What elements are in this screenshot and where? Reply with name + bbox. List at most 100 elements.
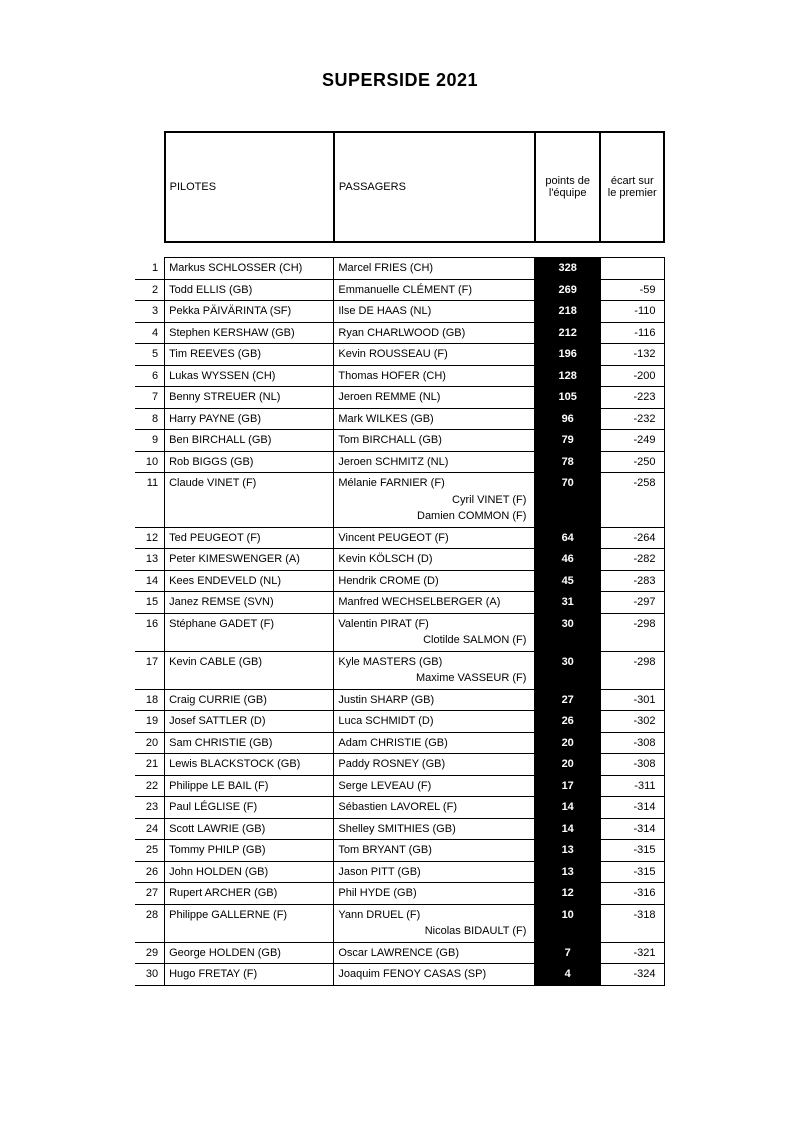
- points-cell: 46: [535, 549, 601, 571]
- points-cell: 96: [535, 408, 601, 430]
- rank-cell: 29: [135, 942, 165, 964]
- passenger-cell: Yann DRUEL (F)Nicolas BIDAULT (F): [334, 904, 535, 942]
- table-row: 14Kees ENDEVELD (NL)Hendrik CROME (D)45-…: [135, 570, 664, 592]
- pilot-cell: George HOLDEN (GB): [165, 942, 334, 964]
- rank-cell: 4: [135, 322, 165, 344]
- passenger-name: Kyle MASTERS (GB): [338, 654, 530, 671]
- points-cell: 64: [535, 527, 601, 549]
- passenger-name: Kevin KÖLSCH (D): [338, 551, 530, 568]
- pilot-cell: Hugo FRETAY (F): [165, 964, 334, 986]
- gap-cell: -297: [600, 592, 664, 614]
- gap-cell: -314: [600, 818, 664, 840]
- rank-cell: 1: [135, 258, 165, 280]
- passenger-name: Vincent PEUGEOT (F): [338, 530, 530, 547]
- gap-cell: -311: [600, 775, 664, 797]
- passenger-cell: Manfred WECHSELBERGER (A): [334, 592, 535, 614]
- passenger-name: Manfred WECHSELBERGER (A): [338, 594, 530, 611]
- rank-cell: 6: [135, 365, 165, 387]
- passenger-name: Yann DRUEL (F): [338, 907, 530, 924]
- passenger-cell: Vincent PEUGEOT (F): [334, 527, 535, 549]
- gap-cell: -315: [600, 861, 664, 883]
- pilot-cell: Peter KIMESWENGER (A): [165, 549, 334, 571]
- gap-cell: -282: [600, 549, 664, 571]
- pilot-cell: Ben BIRCHALL (GB): [165, 430, 334, 452]
- passenger-cell: Oscar LAWRENCE (GB): [334, 942, 535, 964]
- gap-cell: -250: [600, 451, 664, 473]
- passenger-name: Emmanuelle CLÉMENT (F): [338, 282, 530, 299]
- gap-cell: -316: [600, 883, 664, 905]
- pilot-cell: Tommy PHILP (GB): [165, 840, 334, 862]
- rank-cell: 5: [135, 344, 165, 366]
- gap-cell: -223: [600, 387, 664, 409]
- pilot-cell: Todd ELLIS (GB): [165, 279, 334, 301]
- pilot-cell: Ted PEUGEOT (F): [165, 527, 334, 549]
- gap-cell: -308: [600, 754, 664, 776]
- pilot-cell: Scott LAWRIE (GB): [165, 818, 334, 840]
- passenger-cell: Thomas HOFER (CH): [334, 365, 535, 387]
- gap-cell: -298: [600, 613, 664, 651]
- rank-cell: 7: [135, 387, 165, 409]
- table-row: 8Harry PAYNE (GB)Mark WILKES (GB)96-232: [135, 408, 664, 430]
- passenger-name: Sébastien LAVOREL (F): [338, 799, 530, 816]
- passenger-cell: Mélanie FARNIER (F)Cyril VINET (F)Damien…: [334, 473, 535, 528]
- passenger-cell: Ilse DE HAAS (NL): [334, 301, 535, 323]
- points-cell: 13: [535, 840, 601, 862]
- gap-cell: -258: [600, 473, 664, 528]
- passenger-cell: Marcel FRIES (CH): [334, 258, 535, 280]
- passenger-name: Adam CHRISTIE (GB): [338, 735, 530, 752]
- points-cell: 30: [535, 613, 601, 651]
- gap-cell: -264: [600, 527, 664, 549]
- passenger-name: Tom BIRCHALL (GB): [338, 432, 530, 449]
- rank-cell: 21: [135, 754, 165, 776]
- points-cell: 20: [535, 732, 601, 754]
- rank-cell: 16: [135, 613, 165, 651]
- passenger-cell: Shelley SMITHIES (GB): [334, 818, 535, 840]
- gap-cell: -59: [600, 279, 664, 301]
- points-cell: 20: [535, 754, 601, 776]
- header-passagers: PASSAGERS: [334, 132, 535, 242]
- points-cell: 14: [535, 797, 601, 819]
- passenger-name: Thomas HOFER (CH): [338, 368, 530, 385]
- pilot-cell: Rupert ARCHER (GB): [165, 883, 334, 905]
- pilot-cell: Benny STREUER (NL): [165, 387, 334, 409]
- pilot-cell: Philippe LE BAIL (F): [165, 775, 334, 797]
- pilot-cell: Kevin CABLE (GB): [165, 651, 334, 689]
- passenger-cell: Paddy ROSNEY (GB): [334, 754, 535, 776]
- table-row: 18Craig CURRIE (GB)Justin SHARP (GB)27-3…: [135, 689, 664, 711]
- passenger-name: Oscar LAWRENCE (GB): [338, 945, 530, 962]
- passenger-cell: Jeroen SCHMITZ (NL): [334, 451, 535, 473]
- gap-cell: -301: [600, 689, 664, 711]
- pilot-cell: Paul LÉGLISE (F): [165, 797, 334, 819]
- rank-cell: 22: [135, 775, 165, 797]
- pilot-cell: Kees ENDEVELD (NL): [165, 570, 334, 592]
- points-cell: 17: [535, 775, 601, 797]
- points-cell: 30: [535, 651, 601, 689]
- rank-cell: 24: [135, 818, 165, 840]
- table-row: 13Peter KIMESWENGER (A)Kevin KÖLSCH (D)4…: [135, 549, 664, 571]
- passenger-name: Mélanie FARNIER (F): [338, 475, 530, 492]
- points-cell: 4: [535, 964, 601, 986]
- passenger-cell: Emmanuelle CLÉMENT (F): [334, 279, 535, 301]
- passenger-cell: Phil HYDE (GB): [334, 883, 535, 905]
- passenger-name: Ryan CHARLWOOD (GB): [338, 325, 530, 342]
- points-cell: 31: [535, 592, 601, 614]
- header-pilotes: PILOTES: [165, 132, 334, 242]
- gap-cell: -116: [600, 322, 664, 344]
- table-row: 21Lewis BLACKSTOCK (GB)Paddy ROSNEY (GB)…: [135, 754, 664, 776]
- passenger-cell: Ryan CHARLWOOD (GB): [334, 322, 535, 344]
- points-cell: 27: [535, 689, 601, 711]
- passenger-name: Jeroen SCHMITZ (NL): [338, 454, 530, 471]
- pilot-cell: Philippe GALLERNE (F): [165, 904, 334, 942]
- pilot-cell: Claude VINET (F): [165, 473, 334, 528]
- passenger-name: Mark WILKES (GB): [338, 411, 530, 428]
- passenger-name: Ilse DE HAAS (NL): [338, 303, 530, 320]
- table-row: 3Pekka PÄIVÄRINTA (SF)Ilse DE HAAS (NL)2…: [135, 301, 664, 323]
- points-cell: 78: [535, 451, 601, 473]
- rank-cell: 23: [135, 797, 165, 819]
- passenger-name: Damien COMMON (F): [338, 508, 530, 525]
- table-row: 27Rupert ARCHER (GB)Phil HYDE (GB)12-316: [135, 883, 664, 905]
- passenger-cell: Kyle MASTERS (GB)Maxime VASSEUR (F): [334, 651, 535, 689]
- passenger-cell: Kevin ROUSSEAU (F): [334, 344, 535, 366]
- passenger-name: Hendrik CROME (D): [338, 573, 530, 590]
- gap-cell: -308: [600, 732, 664, 754]
